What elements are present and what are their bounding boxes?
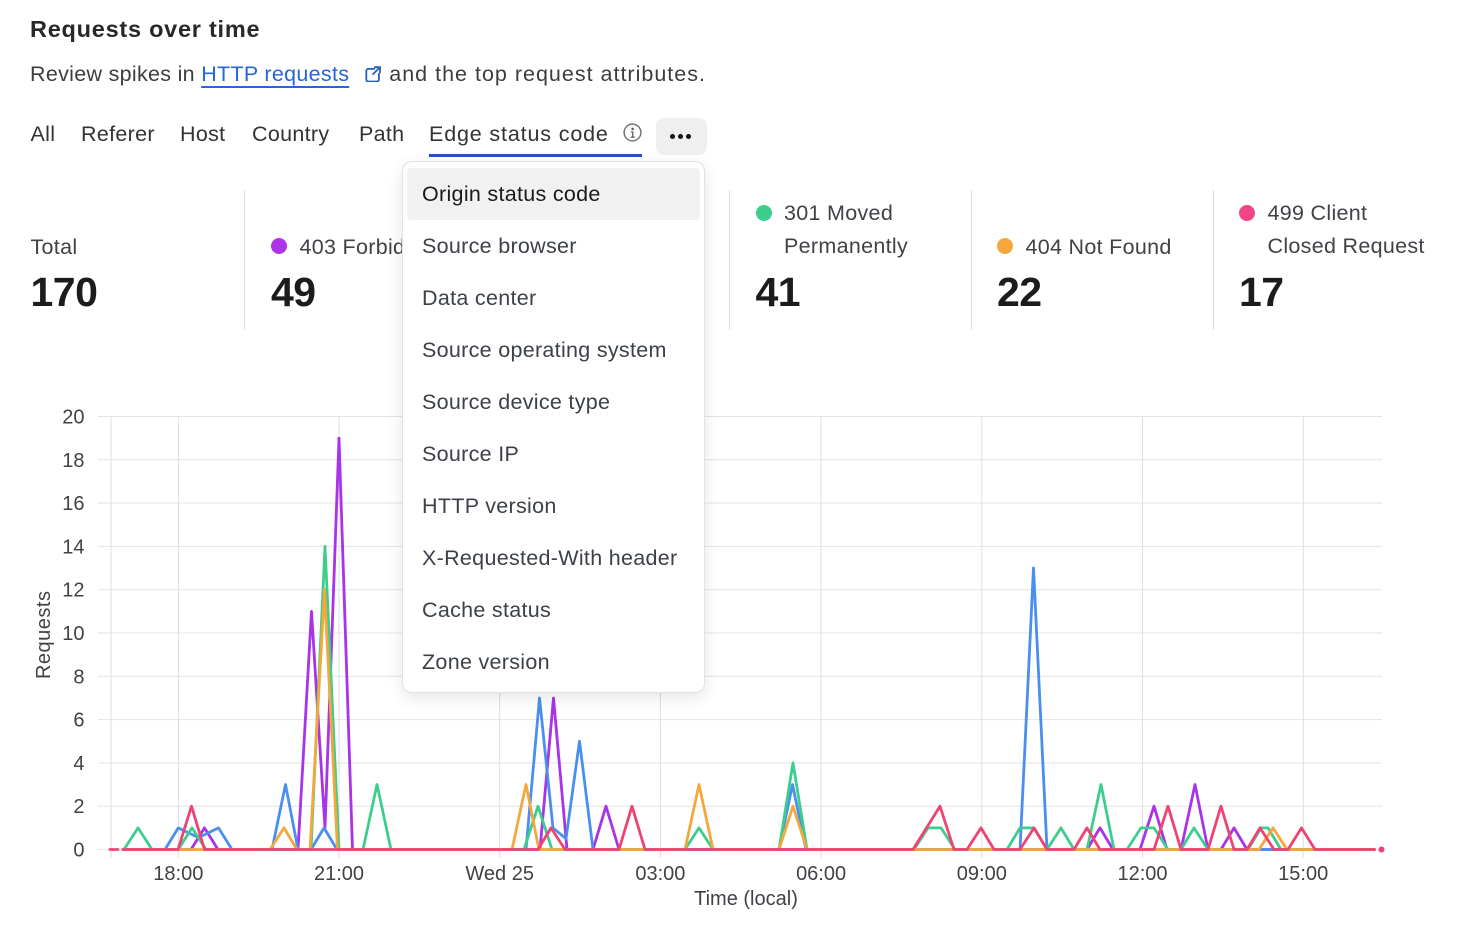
svg-text:4: 4 <box>73 753 84 775</box>
svg-text:18:00: 18:00 <box>153 863 203 885</box>
svg-text:12:00: 12:00 <box>1117 863 1167 885</box>
svg-text:Wed 25: Wed 25 <box>465 863 534 885</box>
svg-text:18: 18 <box>62 450 84 472</box>
svg-text:0: 0 <box>73 840 84 862</box>
svg-text:2: 2 <box>73 796 84 818</box>
svg-text:03:00: 03:00 <box>635 863 685 885</box>
svg-text:16: 16 <box>62 493 84 515</box>
svg-text:12: 12 <box>62 580 84 602</box>
svg-text:Requests: Requests <box>33 591 55 680</box>
svg-text:06:00: 06:00 <box>796 863 846 885</box>
svg-text:10: 10 <box>62 623 84 645</box>
svg-text:09:00: 09:00 <box>957 863 1007 885</box>
svg-text:15:00: 15:00 <box>1278 863 1328 885</box>
svg-text:14: 14 <box>62 536 84 558</box>
svg-text:21:00: 21:00 <box>314 863 364 885</box>
svg-text:20: 20 <box>62 407 84 429</box>
svg-text:6: 6 <box>73 710 84 732</box>
svg-text:8: 8 <box>73 666 84 688</box>
svg-text:Time (local): Time (local) <box>694 888 798 910</box>
